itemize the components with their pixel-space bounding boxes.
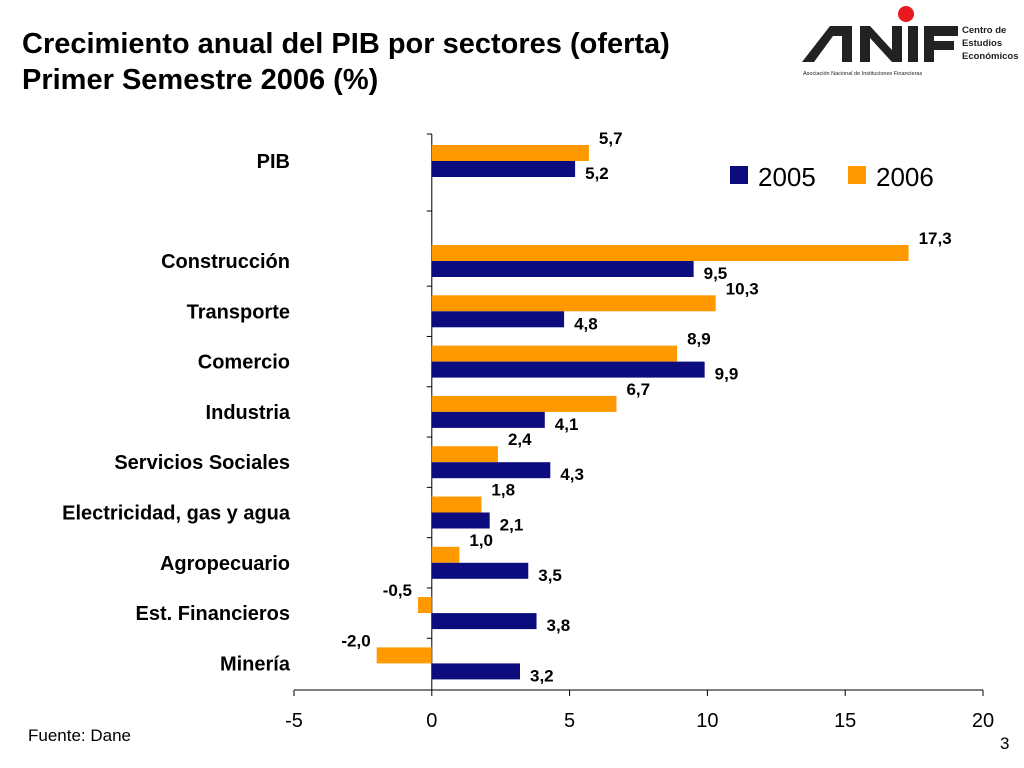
value-label-2005-7: 3,5: [538, 566, 562, 585]
value-label-2005-9: 3,2: [530, 666, 554, 685]
logo-line-2: Estudios: [962, 38, 1003, 49]
bar-2006-6: [431, 496, 482, 513]
logo-red-dot: [898, 6, 914, 22]
chart-title: Crecimiento anual del PIB por sectores (…: [22, 26, 670, 98]
bar-2006-3: [431, 345, 678, 362]
x-tick-label-20: 20: [972, 710, 994, 732]
x-tick-label-0: 0: [426, 710, 437, 732]
bar-2006-9: [376, 647, 432, 664]
source-note: Fuente: Dane: [28, 726, 132, 745]
category-label-9: Minería: [220, 653, 291, 675]
value-label-2005-1: 9,5: [704, 264, 728, 283]
bar-2006-7: [431, 546, 460, 563]
bar-2005-8: [431, 613, 537, 630]
bar-2006-8: [418, 597, 432, 614]
value-label-2005-6: 2,1: [500, 516, 524, 535]
bar-2006-5: [431, 446, 498, 463]
legend-label-2005: 2005: [758, 162, 816, 192]
axis-layer: -5 0 5 10 15 20: [285, 133, 994, 732]
legend-swatch-2006: [848, 166, 866, 184]
bar-2005-3: [431, 361, 705, 378]
value-label-2005-3: 9,9: [715, 365, 739, 384]
category-label-0: PIB: [257, 151, 290, 173]
value-label-2006-9: -2,0: [341, 631, 370, 650]
value-label-2006-0: 5,7: [599, 129, 623, 148]
value-label-2006-4: 6,7: [626, 380, 650, 399]
category-label-4: Industria: [206, 402, 291, 424]
value-label-2006-5: 2,4: [508, 430, 532, 449]
bar-2005-5: [431, 462, 551, 479]
category-label-6: Electricidad, gas y agua: [62, 503, 291, 525]
logo-line-1: Centro de: [962, 25, 1007, 36]
category-label-1: Construcción: [161, 251, 290, 273]
logo-text: Centro de Estudios Económicos: [962, 24, 1024, 63]
bar-2006-0: [431, 145, 589, 161]
value-label-2005-5: 4,3: [560, 465, 584, 484]
bar-2005-0: [431, 161, 576, 177]
x-tick-label--5: -5: [285, 710, 303, 732]
bar-2006-4: [431, 395, 617, 412]
bar-2005-1: [431, 261, 694, 277]
bar-2005-7: [431, 562, 529, 579]
x-tick-label-5: 5: [564, 710, 575, 732]
anif-logo-mark: [802, 6, 958, 62]
category-label-7: Agropecuario: [160, 553, 290, 575]
labels-layer: PIB 5,7 5,2 Construcción 17,3 9,5 Transporte 10…: [62, 129, 952, 685]
value-label-2006-1: 17,3: [919, 229, 952, 248]
value-label-2006-7: 1,0: [469, 531, 493, 550]
bar-2005-6: [431, 512, 490, 529]
bar-2006-1: [431, 245, 909, 261]
bar-2005-4: [431, 411, 545, 428]
legend-label-2006: 2006: [876, 162, 934, 192]
value-label-2005-8: 3,8: [547, 616, 571, 635]
category-label-2: Transporte: [187, 301, 290, 323]
bar-2006-2: [431, 295, 716, 312]
logo-subtitle: Asociación Nacional de Instituciones Fin…: [803, 71, 923, 77]
title-line-1: Crecimiento anual del PIB por sectores (…: [22, 28, 670, 60]
value-label-2006-2: 10,3: [726, 279, 759, 298]
value-label-2006-6: 1,8: [491, 481, 515, 500]
title-line-2: Primer Semestre 2006 (%): [22, 64, 379, 96]
bars-layer: [376, 145, 909, 680]
value-label-2006-8: -0,5: [383, 581, 412, 600]
category-label-5: Servicios Sociales: [114, 452, 290, 474]
page-number: 3: [1000, 734, 1010, 753]
value-label-2005-2: 4,8: [574, 314, 598, 333]
category-label-3: Comercio: [198, 352, 290, 374]
category-label-8: Est. Financieros: [136, 603, 291, 625]
x-tick-label-10: 10: [696, 710, 718, 732]
value-label-2005-4: 4,1: [555, 415, 579, 434]
value-label-2005-0: 5,2: [585, 164, 609, 183]
x-tick-label-15: 15: [834, 710, 856, 732]
legend-swatch-2005: [730, 166, 748, 184]
logo-line-3: Económicos: [962, 51, 1019, 62]
legend: 2005 2006: [730, 162, 934, 192]
bar-2005-2: [431, 311, 565, 328]
value-label-2006-3: 8,9: [687, 330, 711, 349]
bar-2005-9: [431, 663, 520, 680]
